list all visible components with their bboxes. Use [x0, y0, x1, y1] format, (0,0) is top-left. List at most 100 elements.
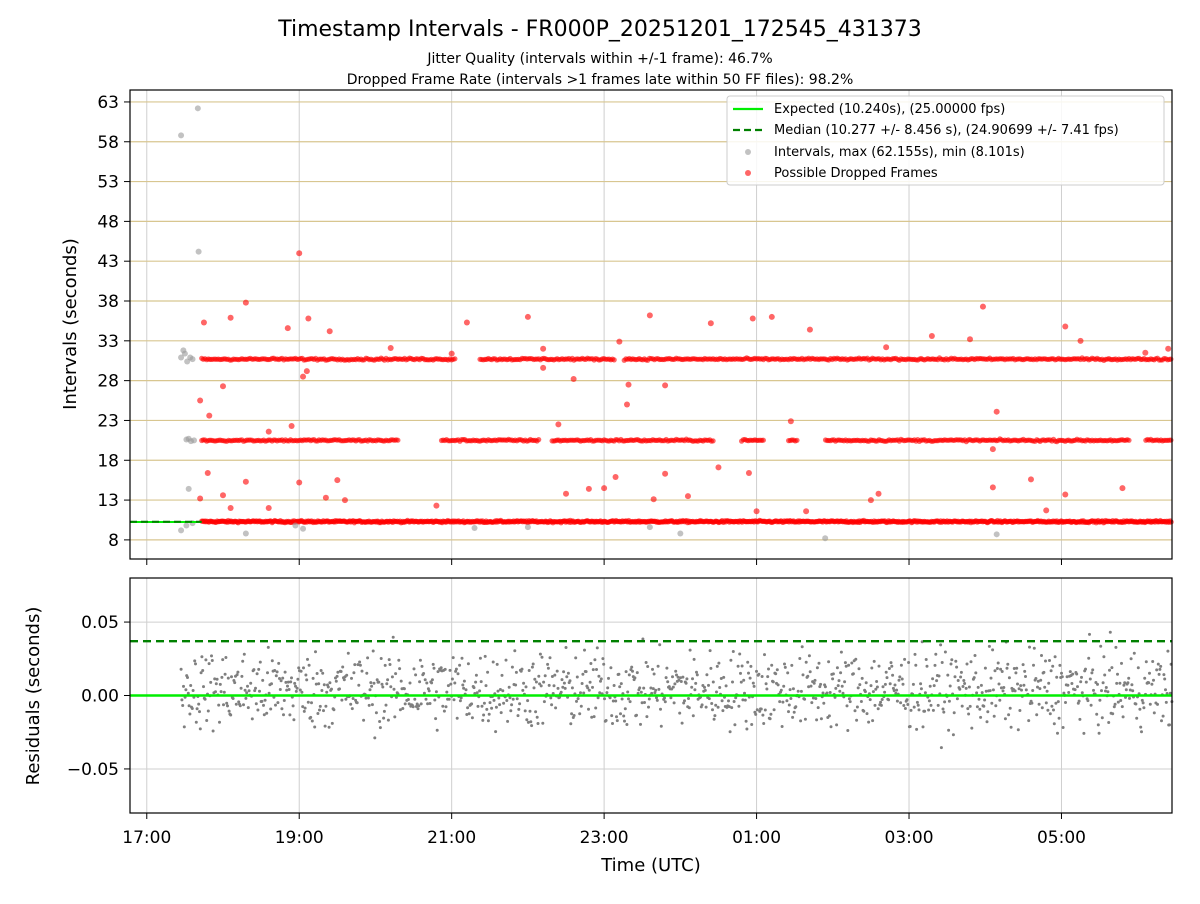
- residual-point: [367, 697, 370, 700]
- residual-point: [1137, 666, 1140, 669]
- residual-point: [708, 697, 711, 700]
- residual-point: [182, 685, 185, 688]
- residual-point: [741, 665, 744, 668]
- residual-point: [401, 707, 404, 710]
- residual-point: [876, 686, 879, 689]
- residual-point: [763, 653, 766, 656]
- intervals-y-tick-label: 18: [97, 451, 119, 471]
- residual-point: [594, 707, 597, 710]
- residual-point: [1034, 677, 1037, 680]
- residual-point: [561, 678, 564, 681]
- residual-point: [495, 706, 498, 709]
- residual-point: [1130, 657, 1133, 660]
- residual-point: [824, 685, 827, 688]
- residual-point: [760, 708, 763, 711]
- residual-point: [852, 672, 855, 675]
- residual-point: [304, 707, 307, 710]
- residual-point: [204, 658, 207, 661]
- residual-point: [525, 685, 528, 688]
- dropped-frame-point: [883, 344, 889, 350]
- residual-point: [613, 684, 616, 687]
- residual-point: [199, 727, 202, 730]
- residual-point: [933, 684, 936, 687]
- residual-point: [829, 691, 832, 694]
- residual-point: [467, 662, 470, 665]
- residual-point: [541, 722, 544, 725]
- dropped-frame-point: [1165, 346, 1171, 352]
- residual-point: [1058, 717, 1061, 720]
- residual-point: [944, 651, 947, 654]
- residual-point: [543, 700, 546, 703]
- residual-point: [620, 682, 623, 685]
- residual-point: [486, 671, 489, 674]
- residual-point: [1078, 718, 1081, 721]
- residual-point: [986, 720, 989, 723]
- residual-point: [320, 689, 323, 692]
- residual-point: [1158, 668, 1161, 671]
- residual-point: [681, 676, 684, 679]
- residual-point: [731, 681, 734, 684]
- residual-point: [657, 665, 660, 668]
- residual-point: [1127, 677, 1130, 680]
- residual-point: [508, 686, 511, 689]
- residual-point: [521, 689, 524, 692]
- residual-point: [1114, 703, 1117, 706]
- residual-point: [849, 700, 852, 703]
- residual-point: [1057, 700, 1060, 703]
- dropped-frame-point: [1142, 350, 1148, 356]
- residual-point: [727, 699, 730, 702]
- residual-point: [370, 685, 373, 688]
- residual-point: [955, 666, 958, 669]
- residual-point: [841, 685, 844, 688]
- residual-point: [764, 709, 767, 712]
- residual-point: [296, 678, 299, 681]
- residual-point: [773, 708, 776, 711]
- residual-point: [433, 699, 436, 702]
- residual-point: [957, 679, 960, 682]
- residual-point: [729, 659, 732, 662]
- residual-point: [941, 661, 944, 664]
- residual-point: [227, 677, 230, 680]
- residual-point: [257, 668, 260, 671]
- dropped-frame-point: [243, 479, 249, 485]
- residual-point: [1114, 646, 1117, 649]
- residual-point: [1165, 701, 1168, 704]
- residual-point: [380, 657, 383, 660]
- residual-point: [260, 700, 263, 703]
- intervals-y-tick-label: 28: [97, 372, 119, 392]
- residual-point: [943, 700, 946, 703]
- residual-point: [797, 690, 800, 693]
- dropped-frame-point: [601, 485, 607, 491]
- residual-point: [246, 685, 249, 688]
- residual-point: [475, 674, 478, 677]
- residual-point: [252, 668, 255, 671]
- residual-point: [296, 687, 299, 690]
- residual-point: [733, 723, 736, 726]
- residual-point: [914, 664, 917, 667]
- dropped-frame-point: [1126, 438, 1131, 443]
- intervals-y-label: Intervals (seconds): [60, 238, 81, 410]
- residual-point: [569, 722, 572, 725]
- residual-point: [381, 686, 384, 689]
- residual-point: [827, 660, 830, 663]
- residual-point: [1058, 664, 1061, 667]
- residual-point: [513, 649, 516, 652]
- residual-point: [1107, 721, 1110, 724]
- residual-point: [212, 730, 215, 733]
- residual-point: [180, 698, 183, 701]
- residual-point: [236, 671, 239, 674]
- residual-point: [918, 708, 921, 711]
- residual-point: [1162, 715, 1165, 718]
- residual-point: [404, 702, 407, 705]
- residual-point: [356, 701, 359, 704]
- residual-point: [923, 710, 926, 713]
- residual-point: [518, 702, 521, 705]
- residual-point: [878, 665, 881, 668]
- residual-point: [963, 682, 966, 685]
- residual-point: [937, 704, 940, 707]
- residual-point: [769, 713, 772, 716]
- residual-point: [1041, 706, 1044, 709]
- residual-point: [705, 673, 708, 676]
- residual-point: [485, 684, 488, 687]
- dropped-frame-point: [807, 327, 813, 333]
